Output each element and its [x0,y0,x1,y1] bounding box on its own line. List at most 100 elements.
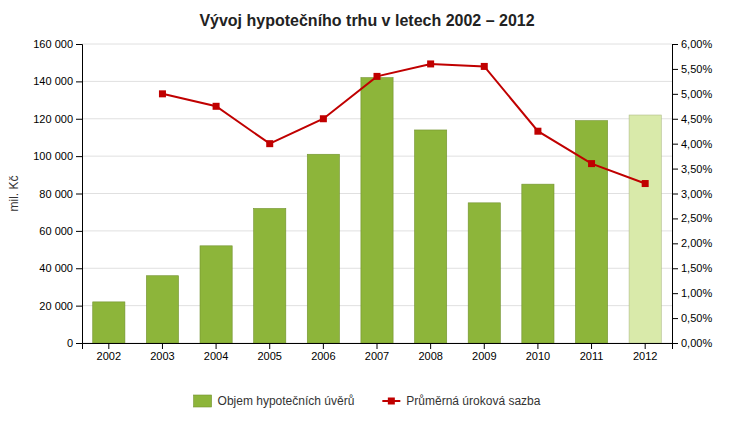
marker [481,63,488,70]
y2-axis: 0,00%0,50%1,00%1,50%2,00%2,50%3,00%3,50%… [672,38,712,349]
y2-tick-mark [672,218,678,219]
x-tick-mark [323,343,324,349]
legend: Objem hypotečních úvěrůPrůměrná úroková … [194,394,541,408]
grid-line [82,44,672,45]
y-tick-label: 160 000 [33,38,73,50]
x-tick-mark [269,343,270,349]
x-tick: 2002 [97,343,121,362]
x-tick-mark [484,343,485,349]
bar [146,276,178,343]
y-axis: 0 20 000 40 000 60 000 80 000 100 000 120 000 1… [33,38,82,349]
bars [93,78,662,343]
y-tick-label: 100 000 [33,150,73,162]
y2-tick-label: 1,00% [681,287,712,299]
y-tick: 60 000 [39,225,82,237]
y-tick: 40 000 [39,262,82,274]
x-tick-mark [591,343,592,349]
x-tick: 2010 [526,343,550,362]
y2-tick-label: 0,50% [681,312,712,324]
x-tick-mark [162,343,163,349]
y-tick-mark [76,231,82,232]
x-tick-mark [377,343,378,349]
y2-tick-label: 5,00% [681,88,712,100]
x-tick-mark [430,343,431,349]
x-tick-label: 2004 [204,350,228,362]
y-tick-label: 120 000 [33,113,73,125]
x-tick-label: 2008 [418,350,442,362]
marker [266,140,273,147]
y-tick-mark [76,343,82,344]
y2-tick: 3,50% [672,163,712,175]
x-axis-line [83,344,673,350]
x-tick-mark [537,343,538,349]
bar [522,184,554,343]
y2-tick-mark [672,169,678,170]
x-tick: 2009 [472,343,496,362]
y2-axis-line [673,45,679,344]
y2-tick: 6,00% [672,38,712,50]
marks [93,60,662,343]
y-tick-label: 60 000 [39,225,73,237]
x-tick: 2008 [418,343,442,362]
x-tick-label: 2007 [365,350,389,362]
y-tick: 140 000 [33,75,82,87]
y-tick: 20 000 [39,300,82,312]
y2-tick-label: 1,50% [681,262,712,274]
marker [534,128,541,135]
y-tick-label: 140 000 [33,75,73,87]
bar [93,302,125,343]
markers [159,60,649,187]
y-tick: 100 000 [33,150,82,162]
y2-tick: 1,50% [672,262,712,274]
y-tick-label: 0 [67,337,73,349]
y2-tick: 2,50% [672,212,712,224]
y2-tick-label: 4,00% [681,138,712,150]
x-tick-label: 2012 [633,350,657,362]
x-tick: 2007 [365,343,389,362]
x-tick-label: 2011 [580,350,604,362]
legend-swatch [194,395,212,407]
bar [575,121,607,343]
x-tick: 2011 [580,343,604,362]
y-tick: 160 000 [33,38,82,50]
y-axis-line [76,45,83,344]
x-tick: 2003 [150,343,174,362]
marker [320,115,327,122]
plot: 2002 2003 2004 2005 2006 2007 2008 2009 2010 2011… [33,38,712,362]
y2-tick: 5,00% [672,88,712,100]
chart-container: Vývoj hypotečního trhu v letech 2002 – 2… [0,0,734,423]
y-tick: 0 [67,337,82,349]
y-tick-mark [76,44,82,45]
y2-tick-label: 6,00% [681,38,712,50]
marker [642,180,649,187]
y2-tick-label: 5,50% [681,63,712,75]
y-tick-label: 80 000 [39,188,73,200]
legend-label: Objem hypotečních úvěrů [218,394,355,408]
y-tick-mark [76,194,82,195]
bar [307,154,339,343]
y-tick-mark [76,306,82,307]
marker [213,103,220,110]
y-tick-mark [76,81,82,82]
x-tick-label: 2010 [526,350,550,362]
y-tick: 80 000 [39,188,82,200]
y2-tick-label: 2,50% [681,212,712,224]
y2-tick-mark [672,144,678,145]
marker [374,73,381,80]
title: Vývoj hypotečního trhu v letech 2002 – 2… [199,12,534,29]
y-tick-mark [76,268,82,269]
y2-tick-mark [672,343,678,344]
x-tick-label: 2005 [257,350,281,362]
y2-tick-mark [672,119,678,120]
x-tick-label: 2006 [311,350,335,362]
bar [361,78,393,343]
y2-tick: 4,50% [672,113,712,125]
marker [427,60,434,67]
y2-tick-mark [672,293,678,294]
x-tick-label: 2002 [97,350,121,362]
legend-item: Objem hypotečních úvěrů [194,394,355,408]
y2-tick: 0,50% [672,312,712,324]
y-tick-label: 20 000 [39,300,73,312]
y-tick-label: 40 000 [39,262,73,274]
y2-tick: 1,00% [672,287,712,299]
